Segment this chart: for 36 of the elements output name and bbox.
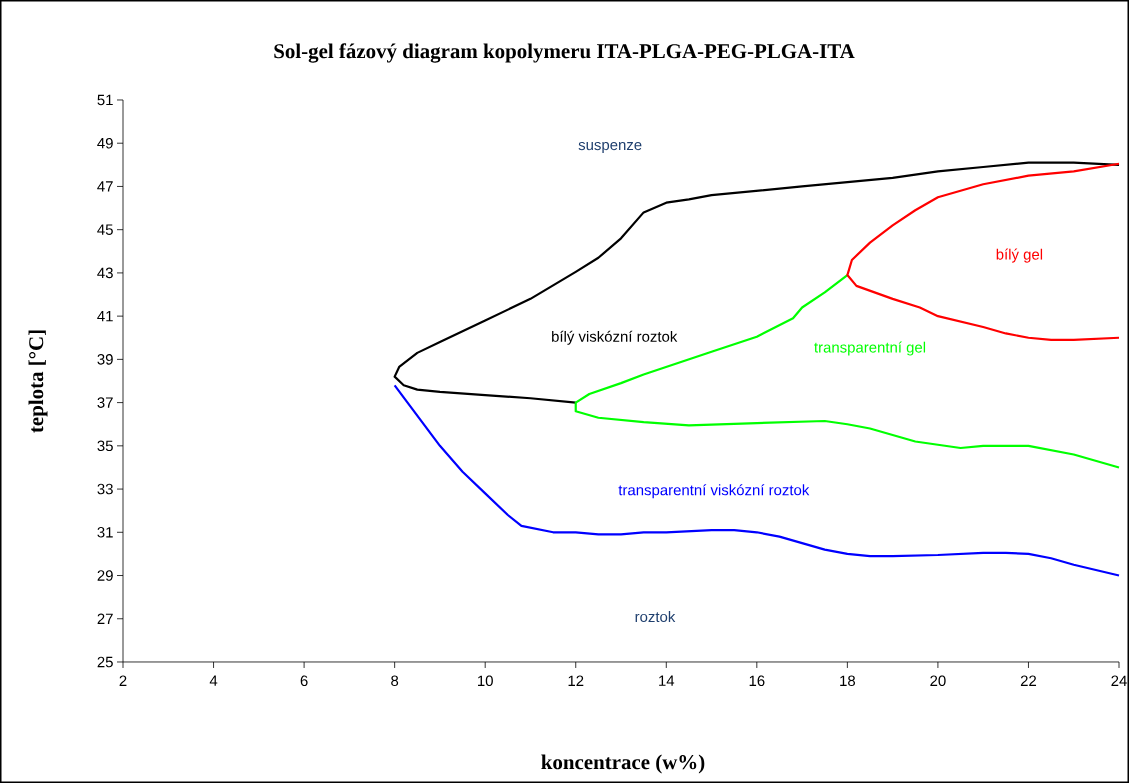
y-tick-label: 41 [97,311,113,322]
line-series [846,162,1121,342]
y-tick-label: 33 [97,483,113,495]
x-tick-label: 10 [478,675,493,687]
x-tick-label: 8 [391,675,399,687]
y-tick-label: 45 [97,224,113,235]
x-tick-label: 16 [749,675,765,687]
x-tick-label: 24 [1111,675,1127,686]
y-tick-label: 47 [97,181,113,192]
annotation: transparentní viskózní roztok [618,484,810,499]
y-tick-label: 43 [97,267,113,279]
x-tick-label: 22 [1020,675,1037,686]
x-tick-label: 14 [659,675,675,686]
y-tick-label: 37 [97,397,113,408]
annotation: transparentní gel [814,341,926,356]
x-tick-label: 20 [930,675,946,687]
chart-title: Sol-gel fázový diagram kopolymeru ITA-PLGA-PEG-PLGA-ITA [274,43,855,63]
x-axis-title: koncentrace (w%) [541,754,705,774]
y-tick-label: 35 [97,440,113,452]
x-tick-label: 2 [119,675,127,686]
x-tick-label: 6 [300,675,308,687]
x-tick-label: 12 [568,675,584,686]
y-tick-label: 39 [97,354,113,365]
y-tick-label: 51 [97,94,113,106]
y-tick-label: 27 [97,613,113,624]
y-tick-label: 49 [97,137,113,149]
annotation: bílý gel [996,248,1043,263]
annotation: roztok [635,611,676,623]
x-tick-label: 4 [209,675,218,686]
y-axis-title: teplota [°C] [28,330,48,433]
y-tick-label: 25 [97,656,113,668]
y-tick-label: 29 [97,570,113,581]
x-tick-label: 18 [840,675,856,687]
annotation: bílý viskózní roztok [552,330,678,345]
y-tick-label: 31 [97,527,113,538]
annotation: suspenze [578,141,642,154]
